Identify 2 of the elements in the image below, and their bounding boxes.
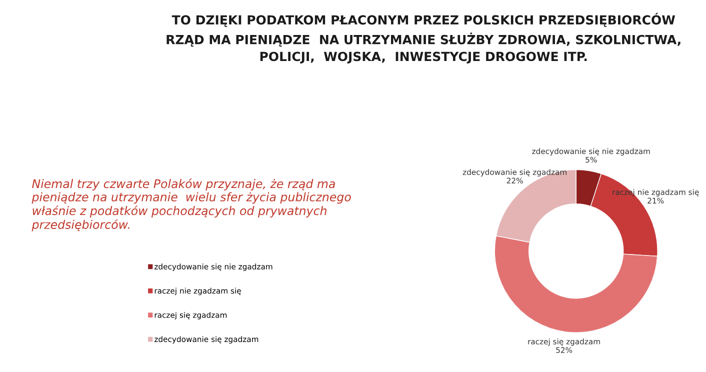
text: Niemal trzy czwarte Polaków przyznaje, że rząd ma pieniądze na utrzymanie wielu sfer życia publicznego właśnie z podatków pochodzących od prywatnych przedsiębiorców.	[32, 178, 351, 232]
chart-title: TO DZIĘKI PODATKOM PŁACONYM PRZEZ POLSKICH PRZEDSIĘBIORCÓW RZĄD MA PIENIĄDZE NA UTRZYMANIE SŁUŻBY ZDROWIA, SZKOLNICTWA, POLICJI, WOJSKA, INWESTYCJE DROGOWE ITP.	[166, 12, 680, 64]
